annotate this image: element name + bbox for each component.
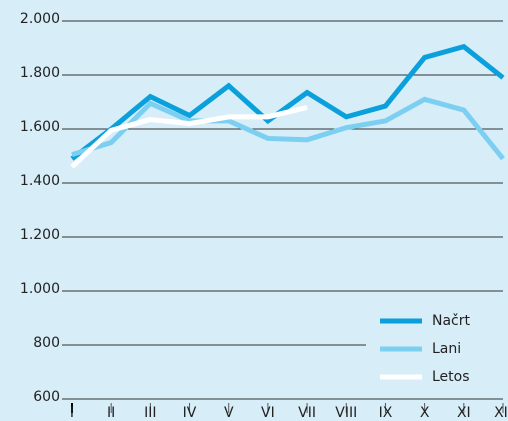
x-tick-label: XI xyxy=(457,405,471,421)
y-tick-label: 1.400 xyxy=(20,173,60,189)
y-tick-label: 1.200 xyxy=(20,227,60,243)
x-tick-label: VII xyxy=(298,405,316,421)
x-tick-label: V xyxy=(224,405,234,421)
y-tick-label: 2.000 xyxy=(20,11,60,27)
x-tick-label: IX xyxy=(379,405,393,421)
x-tick-label: X xyxy=(420,405,430,421)
legend-label: Letos xyxy=(432,369,470,385)
x-tick-label: I xyxy=(70,405,74,421)
legend-label: Lani xyxy=(432,341,461,357)
x-tick-label: VI xyxy=(261,405,275,421)
x-tick-label: XII xyxy=(494,405,508,421)
y-tick-label: 1.800 xyxy=(20,65,60,81)
x-tick-label: II xyxy=(107,405,115,421)
y-tick-label: 1.600 xyxy=(20,119,60,135)
legend-label: Načrt xyxy=(432,313,471,329)
y-tick-label: 1.000 xyxy=(20,281,60,297)
x-tick-label: III xyxy=(144,405,156,421)
x-tick-label: VIII xyxy=(335,405,357,421)
line-series xyxy=(70,104,308,169)
line-series xyxy=(70,43,505,161)
x-tick-label: IV xyxy=(183,405,197,421)
y-tick-label: 600 xyxy=(33,389,60,405)
y-tick-label: 800 xyxy=(33,335,60,351)
line-series xyxy=(71,96,505,161)
